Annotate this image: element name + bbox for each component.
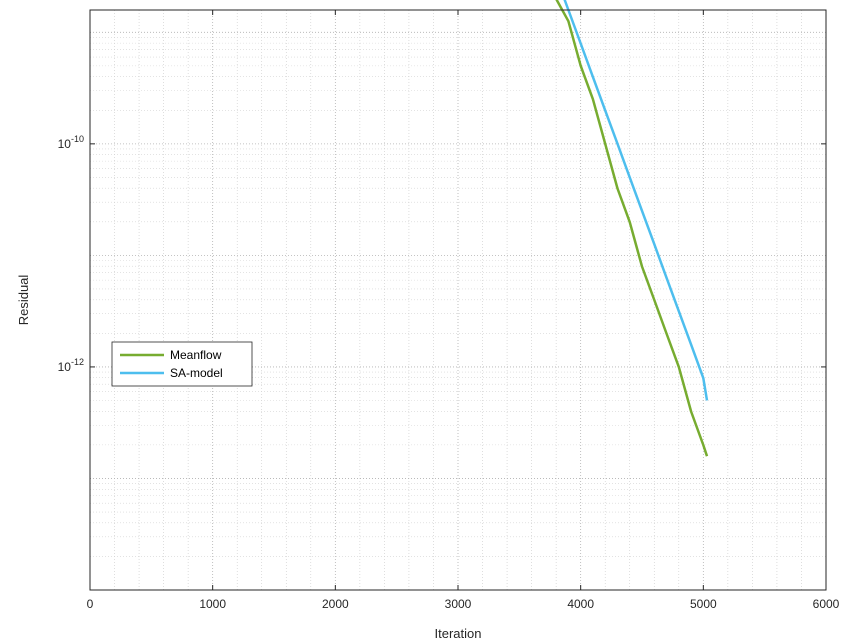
axis-ticks: 010002000300040005000600010-1210-1010-81… [58,10,840,611]
x-tick-label: 6000 [813,597,840,611]
x-tick-label: 3000 [445,597,472,611]
grid [90,10,826,591]
x-tick-label: 4000 [567,597,594,611]
legend-box [111,341,253,387]
x-tick-label: 5000 [690,597,717,611]
x-tick-label: 1000 [199,597,226,611]
x-tick-label: 2000 [322,597,349,611]
x-axis-label: Iteration [435,626,482,641]
y-tick-label: 10-12 [58,357,84,374]
y-axis-label: Residual [16,275,31,326]
legend-label-sa-model: SA-model [170,366,223,380]
x-tick-label: 0 [87,597,94,611]
series-line-sa-model [563,0,709,401]
series-layer [555,0,709,457]
legend-label-meanflow: Meanflow [170,348,222,362]
legend: Meanflow SA-model [111,341,253,387]
series-line-meanflow [555,0,709,457]
y-tick-label: 10-10 [58,134,84,151]
